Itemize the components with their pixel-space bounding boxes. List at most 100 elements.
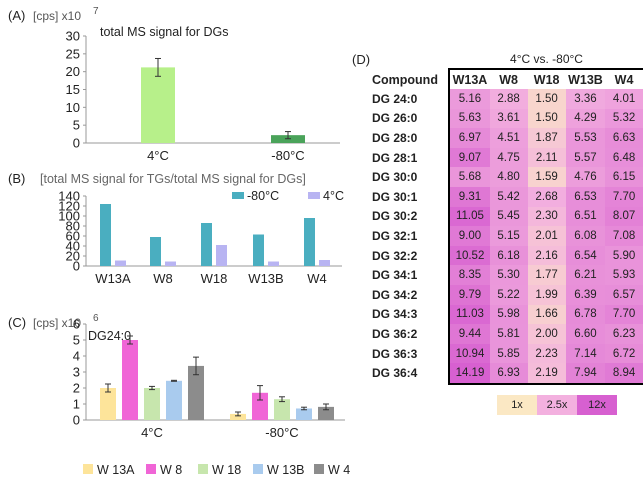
heatmap-cell: 4.76 [565, 167, 606, 187]
heatmap-compound-label: DG 30:0 [372, 170, 418, 185]
heatmap-cell: 1.99 [527, 284, 566, 305]
heatmap-cell: 6.53 [565, 186, 606, 207]
panel-a-ytick-label: 30 [66, 29, 80, 44]
heatmap-cell: 2.68 [527, 186, 566, 207]
panel-c-exponent: 6 [93, 313, 99, 324]
heatmap-cell: 9.44 [450, 324, 490, 344]
heatmap-cell: 6.51 [565, 206, 606, 227]
panel-c-bar [188, 365, 204, 420]
heatmap-column-header: W13A [452, 72, 488, 87]
panel-b-bar-m80 [201, 223, 212, 266]
heatmap-cell: 7.70 [605, 186, 643, 207]
heatmap-cell: 6.93 [489, 363, 528, 383]
heatmap-cell: 1.66 [527, 304, 566, 325]
panel-b-title: [total MS signal for TGs/total MS signal… [40, 172, 306, 186]
panel-b-legend-swatch [232, 192, 244, 199]
panel-c-bar [230, 413, 246, 420]
panel-a-category-label: -80°C [271, 148, 304, 163]
heatmap-cell: 1.87 [527, 128, 566, 148]
panel-c-ytick-label: 4 [73, 349, 80, 364]
panel-b-label: (B) [8, 171, 25, 186]
heatmap-cell: 8.94 [605, 363, 643, 383]
heatmap-cell: 6.60 [565, 324, 606, 344]
heatmap-cell: 5.90 [605, 245, 643, 266]
heatmap-column-header: W18 [533, 72, 560, 87]
heatmap-row: DG 30:2 11.05 5.45 2.30 6.51 8.07 [372, 206, 643, 227]
heatmap-cell: 5.53 [565, 128, 606, 148]
heatmap-compound-label: DG 34:3 [372, 307, 418, 322]
heatmap-cell: 2.88 [489, 89, 528, 109]
heatmap-row: DG 36:3 10.94 5.85 2.23 7.14 6.72 [372, 343, 643, 364]
panel-c-bar [296, 408, 312, 420]
heatmap-row-header: Compound [372, 72, 438, 87]
heatmap-title: 4°C vs. -80°C [510, 52, 583, 66]
heatmap-cell: 6.48 [605, 147, 643, 168]
heatmap-cell: 6.97 [450, 128, 490, 148]
heatmap-cell: 5.32 [605, 108, 643, 129]
panel-c-bar [318, 406, 334, 420]
heatmap-compound-label: DG 32:2 [372, 248, 418, 263]
heatmap-cell: 5.81 [489, 324, 528, 344]
panel-a-exponent: 7 [93, 6, 99, 17]
heatmap-column-header: W8 [499, 72, 518, 87]
heatmap-cell: 4.75 [489, 147, 528, 168]
panel-b-category-label: W13B [248, 271, 283, 286]
heatmap-row: DG 30:0 5.68 4.80 1.59 4.76 6.15 [372, 167, 643, 187]
heatmap-row: DG 26:0 5.63 3.61 1.50 4.29 5.32 [372, 108, 643, 129]
heatmap-cell: 2.19 [527, 363, 566, 383]
heatmap-cell: 1.77 [527, 265, 566, 285]
panel-b-category-label: W4 [307, 271, 327, 286]
panel-b-bar-4c [216, 245, 227, 266]
heatmap-cell: 5.45 [489, 206, 528, 227]
heatmap-cell: 2.11 [527, 147, 566, 168]
panel-b-bar-4c [165, 261, 176, 266]
panel-b-bar-m80 [253, 234, 264, 266]
panel-c-ytick-label: 1 [73, 397, 80, 412]
panel-c-legend-swatch [198, 464, 208, 474]
heatmap-cell: 6.72 [605, 343, 643, 364]
heatmap-cell: 9.79 [450, 284, 490, 305]
panel-b-ytick-label: 60 [66, 229, 80, 244]
heatmap-cell: 2.23 [527, 343, 566, 364]
heatmap-cell: 6.15 [605, 167, 643, 187]
heatmap-scale-step: 1x [497, 395, 537, 415]
panel-b-ytick-label: 20 [66, 249, 80, 264]
heatmap-cell: 6.23 [605, 324, 643, 344]
panel-c-ytick-label: 6 [73, 317, 80, 332]
panel-b-bar-4c [115, 260, 126, 266]
heatmap-cell: 2.01 [527, 226, 566, 246]
heatmap-row: DG 30:1 9.31 5.42 2.68 6.53 7.70 [372, 186, 643, 207]
heatmap-cell: 1.50 [527, 89, 566, 109]
panel-c-bar [144, 388, 160, 420]
heatmap-cell: 10.52 [450, 245, 490, 266]
panel-a-ytick-label: 20 [66, 64, 80, 79]
heatmap-row: DG 32:2 10.52 6.18 2.16 6.54 5.90 [372, 245, 643, 266]
panel-b-ytick-label: 120 [58, 199, 80, 214]
panel-a-ytick-label: 25 [66, 46, 80, 61]
heatmap-cell: 6.21 [565, 265, 606, 285]
heatmap-cell: 2.16 [527, 245, 566, 266]
heatmap-cell: 1.59 [527, 167, 566, 187]
heatmap-cell: 8.07 [605, 206, 643, 227]
heatmap-cell: 5.57 [565, 147, 606, 168]
panel-a-category-label: 4°C [147, 148, 169, 163]
heatmap-row: DG 34:3 11.03 5.98 1.66 6.78 7.70 [372, 304, 643, 325]
heatmap-compound-label: DG 36:2 [372, 326, 418, 341]
panel-a-ytick-label: 10 [66, 100, 80, 115]
heatmap-cell: 7.08 [605, 226, 643, 246]
panel-a-ytick-label: 15 [66, 82, 80, 97]
heatmap-column-header: W13B [568, 72, 603, 87]
heatmap-cell: 5.68 [450, 167, 490, 187]
heatmap-panel: 4°C vs. -80°C Compound W13A W8 W18 W13B W4 DG… [372, 52, 643, 385]
heatmap-compound-label: DG 28:1 [372, 150, 418, 165]
heatmap-row: DG 34:2 9.79 5.22 1.99 6.39 6.57 [372, 284, 643, 305]
heatmap-row: DG 34:1 8.35 5.30 1.77 6.21 5.93 [372, 265, 643, 285]
heatmap-cell: 5.16 [450, 89, 490, 109]
panel-c-bar [252, 392, 268, 420]
heatmap-compound-label: DG 26:0 [372, 111, 418, 126]
panel-c-legend-label: W 8 [160, 463, 182, 477]
heatmap-table: Compound W13A W8 W18 W13B W4 DG 24:0 5.16 2.88 1… [372, 70, 643, 383]
panel-c-legend-swatch [83, 464, 93, 474]
heatmap-cell: 5.93 [605, 265, 643, 285]
